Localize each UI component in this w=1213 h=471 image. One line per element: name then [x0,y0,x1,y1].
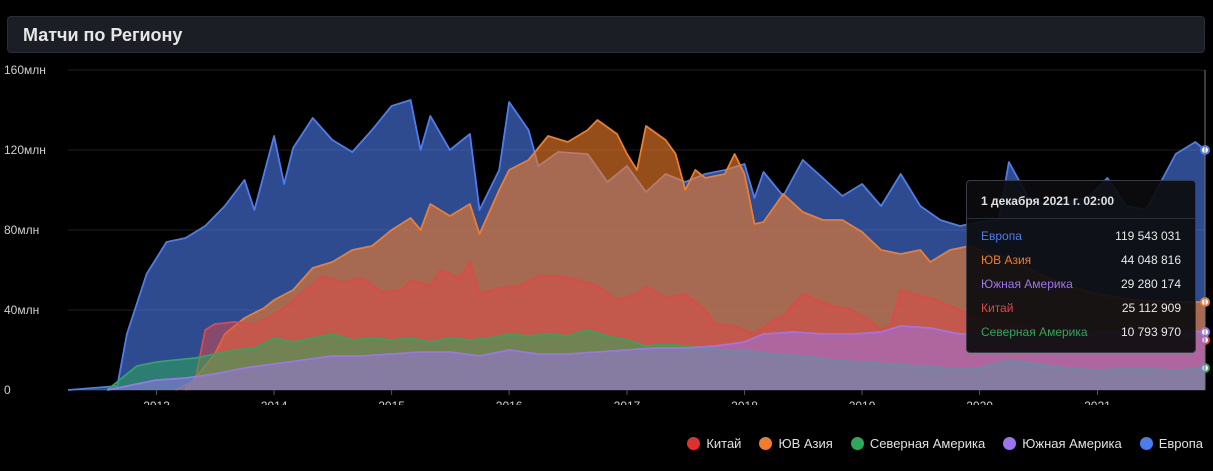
legend-label: ЮВ Азия [778,436,833,451]
tooltip-series-name: Южная Америка [981,277,1073,291]
legend-dot-icon [850,437,864,450]
legend-item[interactable]: Северная Америка [850,436,986,451]
chart-tooltip: 1 декабря 2021 г. 02:00 Европа 119 543 03… [966,180,1196,353]
legend-dot-icon [759,437,773,450]
series-line-Китай [175,261,1206,391]
legend-dot-icon [1139,437,1153,450]
y-tick-label: 120млн [4,143,46,157]
tooltip-row: Китай 25 112 909 [981,301,1181,317]
x-tick-label: 2016 [496,399,523,405]
y-tick-label: 80млн [4,223,39,237]
tooltip-series-name: Китай [981,301,1014,315]
legend-dot-icon [687,437,701,450]
legend-item[interactable]: Европа [1139,436,1203,451]
tooltip-series-value: 10 793 970 [1120,325,1181,339]
legend-item[interactable]: ЮВ Азия [759,436,833,451]
x-tick-label: 2014 [261,399,288,405]
legend-label: Северная Америка [869,436,986,451]
series-area-Южная-Америка [107,326,1205,390]
x-tick-label: 2019 [849,399,876,405]
tooltip-series-value: 119 543 031 [1115,229,1181,243]
tooltip-series-value: 25 112 909 [1121,301,1181,315]
y-tick-label: 160млн [4,63,46,77]
x-tick-label: 2013 [143,399,170,405]
y-tick-label: 0 [4,383,11,397]
area-chart[interactable]: 0 40млн 80млн 120млн 160млн 2013 2014 2015 2016 2… [0,60,1213,405]
x-tick-label: 2020 [966,399,993,405]
tooltip-row: Европа 119 543 031 [981,229,1181,245]
tooltip-date: 1 декабря 2021 г. 02:00 [981,194,1115,208]
tooltip-series-name: Северная Америка [981,325,1088,339]
x-tick-label: 2015 [378,399,405,405]
tooltip-row: Северная Америка 10 793 970 [981,325,1181,341]
x-tick-label: 2018 [731,399,758,405]
y-tick-label: 40млн [4,303,39,317]
tooltip-divider [967,218,1195,219]
legend-item[interactable]: Южная Америка [1003,436,1122,451]
tooltip-series-name: ЮВ Азия [981,253,1032,267]
legend-label: Европа [1158,436,1203,451]
legend-label: Южная Америка [1022,436,1122,451]
page-title: Матчи по Региону [23,25,183,45]
legend-item[interactable]: Китай [687,436,741,451]
tooltip-series-value: 29 280 174 [1120,277,1181,291]
tooltip-row: ЮВ Азия 44 048 816 [981,253,1181,269]
x-tick-label: 2021 [1084,399,1111,405]
tooltip-series-name: Европа [981,229,1022,243]
series-line-ЮВ-Азия [184,119,1205,391]
legend-dot-icon [1003,437,1017,450]
legend-label: Китай [706,436,742,451]
x-tick-label: 2017 [614,399,641,405]
tooltip-row: Южная Америка 29 280 174 [981,277,1181,293]
tooltip-series-value: 44 048 816 [1120,253,1181,267]
chart-legend: Китай ЮВ Азия Северная Америка Южная Америк… [687,436,1203,451]
chart-header: Матчи по Региону [7,16,1205,53]
